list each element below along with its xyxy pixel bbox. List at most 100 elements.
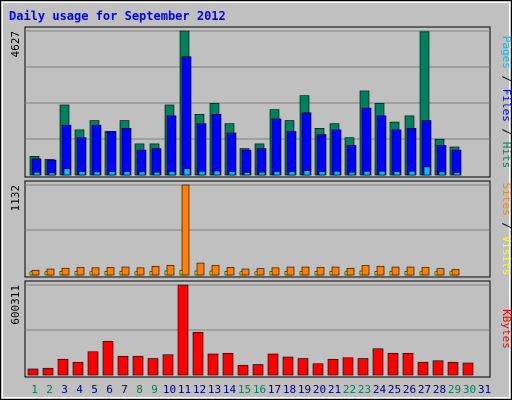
x-tick-label: 5 [91, 383, 98, 396]
bar-files-day-17 [271, 118, 282, 176]
x-tick-label: 3 [61, 383, 68, 396]
legend-part: Files [500, 89, 512, 122]
bar-sites-day-5 [91, 267, 100, 276]
bar-sites-day-7 [121, 266, 130, 276]
bar-kbytes-day-13 [207, 353, 219, 376]
bar-sites-day-8 [136, 267, 145, 276]
bar-kbytes-day-16 [252, 364, 264, 376]
bar-sites-day-2 [46, 268, 55, 276]
bar-kbytes-day-26 [402, 352, 414, 376]
x-tick-label: 11 [178, 383, 191, 396]
bar-kbytes-day-12 [192, 331, 204, 376]
bar-pages-day-29 [453, 172, 461, 176]
y-max-label: 4627 [9, 31, 22, 58]
bar-sites-day-12 [196, 262, 205, 276]
bar-pages-day-27 [423, 166, 431, 176]
bar-pages-day-28 [438, 171, 446, 176]
x-tick-label: 23 [358, 383, 371, 396]
panel-hits-files-pages: 4627 Pages / Files / Hits [9, 26, 512, 178]
bar-sites-day-20 [316, 267, 325, 276]
bar-sites-day-14 [226, 267, 235, 276]
bar-kbytes-day-28 [432, 360, 444, 376]
bar-pages-day-4 [78, 171, 86, 176]
bar-files-day-18 [286, 131, 297, 176]
bar-files-day-11 [181, 56, 192, 176]
x-tick-label: 9 [151, 383, 158, 396]
bar-files-day-6 [106, 131, 117, 176]
bar-kbytes-day-3 [57, 358, 69, 376]
bar-files-day-15 [241, 149, 252, 176]
bar-kbytes-day-15 [237, 364, 249, 376]
bar-sites-day-1 [31, 269, 40, 276]
panel-background [24, 180, 491, 278]
bar-kbytes-day-11 [177, 284, 189, 376]
chart-panels: 4627 Pages / Files / Hits 1132 Sites / Visi… [9, 26, 512, 378]
legend-part: Sites [500, 183, 512, 216]
bar-kbytes-day-27 [417, 361, 429, 376]
bar-pages-day-15 [243, 172, 251, 176]
bar-pages-day-12 [198, 170, 206, 176]
bar-kbytes-day-17 [267, 353, 279, 376]
bar-pages-day-14 [228, 171, 236, 176]
legend-part: KBytes [500, 309, 512, 349]
bar-files-day-7 [121, 128, 132, 176]
bar-sites-day-11 [181, 184, 190, 276]
bar-kbytes-day-23 [357, 358, 369, 376]
bar-pages-day-21 [333, 170, 341, 176]
bar-files-day-20 [316, 134, 327, 176]
x-tick-label: 28 [433, 383, 446, 396]
bar-sites-day-28 [436, 268, 445, 276]
legend-part: Hits [500, 142, 512, 169]
bar-sites-day-23 [361, 265, 370, 276]
bar-sites-day-4 [76, 267, 85, 276]
bar-files-day-9 [151, 148, 162, 176]
bar-pages-day-7 [123, 171, 131, 176]
bar-pages-day-9 [153, 171, 161, 176]
bar-kbytes-day-5 [87, 351, 99, 376]
x-axis-labels: 1 2 3 4 5 6 7 8 9 10 11 12 13 14 15 16 17 18 19 20 21 22 23 24 2… [31, 383, 491, 396]
bar-kbytes-day-6 [102, 340, 114, 376]
x-tick-label: 7 [121, 383, 128, 396]
bar-sites-day-17 [271, 267, 280, 276]
bar-pages-day-11 [183, 168, 191, 176]
bar-sites-day-22 [346, 267, 355, 276]
bar-files-day-23 [361, 107, 372, 176]
bar-files-day-19 [301, 112, 312, 176]
bar-pages-day-20 [318, 171, 326, 176]
bar-sites-day-21 [331, 266, 340, 276]
bar-kbytes-day-19 [297, 358, 309, 376]
x-tick-label: 17 [268, 383, 281, 396]
bar-pages-day-13 [213, 170, 221, 176]
bar-sites-day-10 [166, 265, 175, 276]
legend-part: / [500, 69, 512, 89]
bar-kbytes-day-10 [162, 354, 174, 376]
x-tick-label: 4 [76, 383, 83, 396]
legend-part: / [500, 216, 512, 236]
x-tick-label: 16 [253, 383, 266, 396]
x-tick-label: 14 [223, 383, 237, 396]
bar-sites-day-27 [421, 267, 430, 276]
x-tick-label: 2 [46, 383, 53, 396]
bar-files-day-25 [391, 129, 402, 176]
bar-pages-day-6 [108, 171, 116, 176]
bar-sites-day-18 [286, 266, 295, 276]
bar-kbytes-day-21 [327, 358, 339, 376]
x-tick-label: 13 [208, 383, 221, 396]
x-tick-label: 21 [328, 383, 341, 396]
x-tick-label: 24 [373, 383, 387, 396]
x-tick-label: 31 [478, 383, 491, 396]
bar-pages-day-8 [138, 171, 146, 176]
bar-pages-day-1 [33, 171, 41, 176]
x-tick-label: 6 [106, 383, 113, 396]
bar-kbytes-day-8 [132, 355, 144, 376]
bar-sites-day-29 [451, 269, 460, 276]
bar-sites-day-16 [256, 268, 265, 276]
y-max-label: 1132 [9, 185, 22, 212]
bar-pages-day-24 [378, 170, 386, 176]
bar-files-day-3 [61, 124, 72, 176]
bar-sites-day-3 [61, 267, 70, 276]
bar-kbytes-day-7 [117, 355, 129, 376]
x-tick-label: 8 [136, 383, 143, 396]
